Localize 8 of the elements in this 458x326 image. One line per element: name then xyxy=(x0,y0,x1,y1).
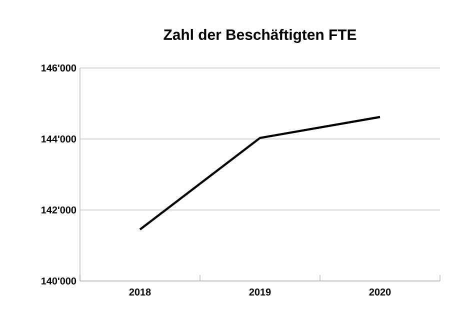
chart-title: Zahl der Beschäftigten FTE xyxy=(164,29,356,43)
y-tick-label: 144'000 xyxy=(41,135,76,143)
x-tick-label: 2018 xyxy=(129,288,151,296)
x-tick-label: 2019 xyxy=(249,288,271,296)
x-tick-label: 2020 xyxy=(369,288,391,296)
y-tick-label: 142'000 xyxy=(41,206,76,214)
y-tick-label: 146'000 xyxy=(41,64,76,72)
y-tick-label: 140'000 xyxy=(41,277,76,285)
